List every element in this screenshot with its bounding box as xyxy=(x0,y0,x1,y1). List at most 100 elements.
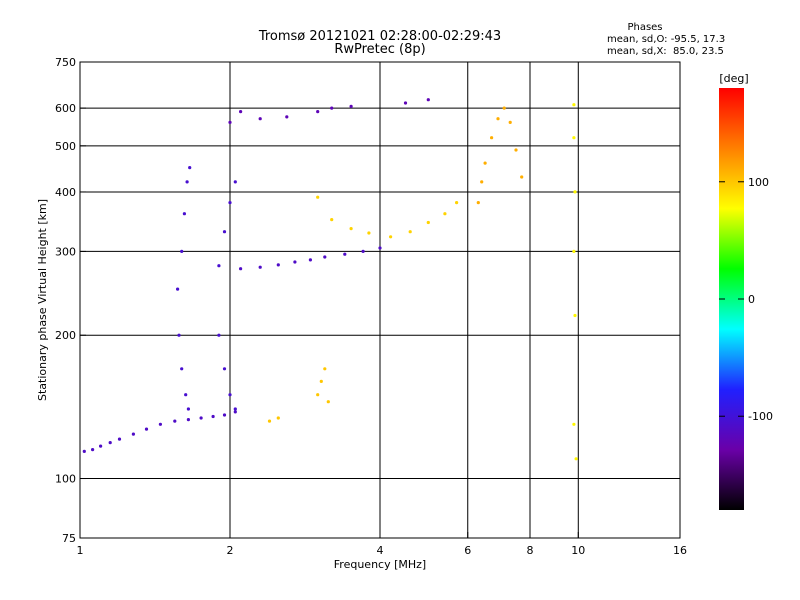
data-point xyxy=(239,267,243,271)
data-point xyxy=(173,419,177,423)
x-tick-label: 2 xyxy=(227,544,234,557)
chart-title: Tromsø 20121021 02:28:00-02:29:43 xyxy=(258,29,501,44)
x-tick-label: 1 xyxy=(77,544,84,557)
colorbar-tick-label: 0 xyxy=(748,293,755,306)
data-point xyxy=(185,180,189,184)
x-tick-label: 4 xyxy=(377,544,384,557)
data-point xyxy=(233,410,237,414)
x-tick-label: 10 xyxy=(571,544,585,557)
data-point xyxy=(572,249,576,253)
data-point xyxy=(222,367,227,371)
data-point xyxy=(408,230,412,234)
x-tick-label: 6 xyxy=(464,544,471,557)
data-point xyxy=(276,263,280,267)
y-tick-label: 100 xyxy=(55,473,76,486)
data-point xyxy=(184,393,188,397)
data-point xyxy=(378,246,382,250)
data-point xyxy=(228,120,232,124)
data-point xyxy=(520,175,524,179)
data-point xyxy=(316,195,320,199)
data-point xyxy=(574,457,578,461)
data-points xyxy=(82,98,578,461)
data-point xyxy=(426,98,430,102)
x-tick-label: 8 xyxy=(527,544,534,557)
data-point xyxy=(514,148,518,152)
data-point xyxy=(211,414,215,419)
data-point xyxy=(82,449,86,453)
data-point xyxy=(293,260,297,264)
x-axis-label: Frequency [MHz] xyxy=(334,558,426,571)
data-point xyxy=(177,333,181,337)
data-point xyxy=(316,393,320,397)
data-point xyxy=(343,252,347,256)
data-point xyxy=(233,407,237,411)
data-point xyxy=(455,201,459,205)
data-point xyxy=(573,190,577,194)
data-point xyxy=(319,379,323,383)
data-point xyxy=(330,106,334,110)
y-axis-ticks: 75 100 200 300 400 500 600 750 xyxy=(55,56,86,545)
data-point xyxy=(490,136,494,140)
data-point xyxy=(496,117,500,121)
grid-lines xyxy=(80,62,680,538)
data-point xyxy=(180,367,184,371)
data-point xyxy=(108,441,112,445)
y-tick-label: 500 xyxy=(55,140,76,153)
data-point xyxy=(222,413,227,417)
data-point xyxy=(572,103,576,107)
data-point xyxy=(117,437,122,441)
info-line-o: mean, sd,O: -95.5, 17.3 xyxy=(607,34,725,45)
data-point xyxy=(426,220,430,225)
data-point xyxy=(572,136,576,140)
data-point xyxy=(367,231,371,235)
data-point xyxy=(228,393,232,397)
colorbar-ticks: 100 0 -100 xyxy=(719,176,773,423)
data-point xyxy=(502,106,506,110)
data-point xyxy=(176,287,180,291)
data-point xyxy=(349,227,353,231)
data-point xyxy=(186,407,190,411)
data-point xyxy=(182,212,186,216)
data-point xyxy=(276,416,280,420)
data-point xyxy=(483,161,487,165)
data-point xyxy=(99,444,103,448)
y-tick-label: 200 xyxy=(55,329,76,342)
data-point xyxy=(131,432,135,436)
y-tick-label: 600 xyxy=(55,102,76,115)
data-point xyxy=(573,313,577,318)
data-point xyxy=(349,104,353,108)
data-point xyxy=(323,367,327,371)
y-tick-label: 750 xyxy=(55,56,76,69)
data-point xyxy=(316,110,320,114)
data-point xyxy=(572,422,576,426)
data-point xyxy=(443,212,447,216)
info-line-x: mean, sd,X: 85.0, 23.5 xyxy=(607,46,724,57)
colorbar-tick-label: 100 xyxy=(748,176,769,189)
data-point xyxy=(158,422,162,426)
data-point xyxy=(308,258,312,262)
data-point xyxy=(258,265,262,269)
data-point xyxy=(389,235,393,239)
data-point xyxy=(323,255,327,259)
data-point xyxy=(258,117,262,121)
data-point xyxy=(476,201,480,205)
data-point xyxy=(180,249,184,253)
data-point xyxy=(186,418,190,422)
y-tick-label: 75 xyxy=(62,532,76,545)
data-point xyxy=(480,180,484,184)
x-axis-ticks: 1 2 4 6 8 10 16 xyxy=(77,532,687,557)
y-axis-label: Stationary phase Virtual Height [km] xyxy=(36,199,49,401)
data-point xyxy=(326,400,330,404)
data-point xyxy=(199,416,203,420)
chart-subtitle: RwPretec (8p) xyxy=(334,42,425,57)
data-point xyxy=(267,419,272,423)
data-point xyxy=(222,230,227,234)
y-tick-label: 400 xyxy=(55,186,76,199)
data-point xyxy=(330,218,334,222)
data-point xyxy=(285,115,289,119)
data-point xyxy=(508,120,512,124)
data-point xyxy=(361,249,365,253)
y-tick-label: 300 xyxy=(55,245,76,258)
info-title: Phases xyxy=(627,22,662,33)
